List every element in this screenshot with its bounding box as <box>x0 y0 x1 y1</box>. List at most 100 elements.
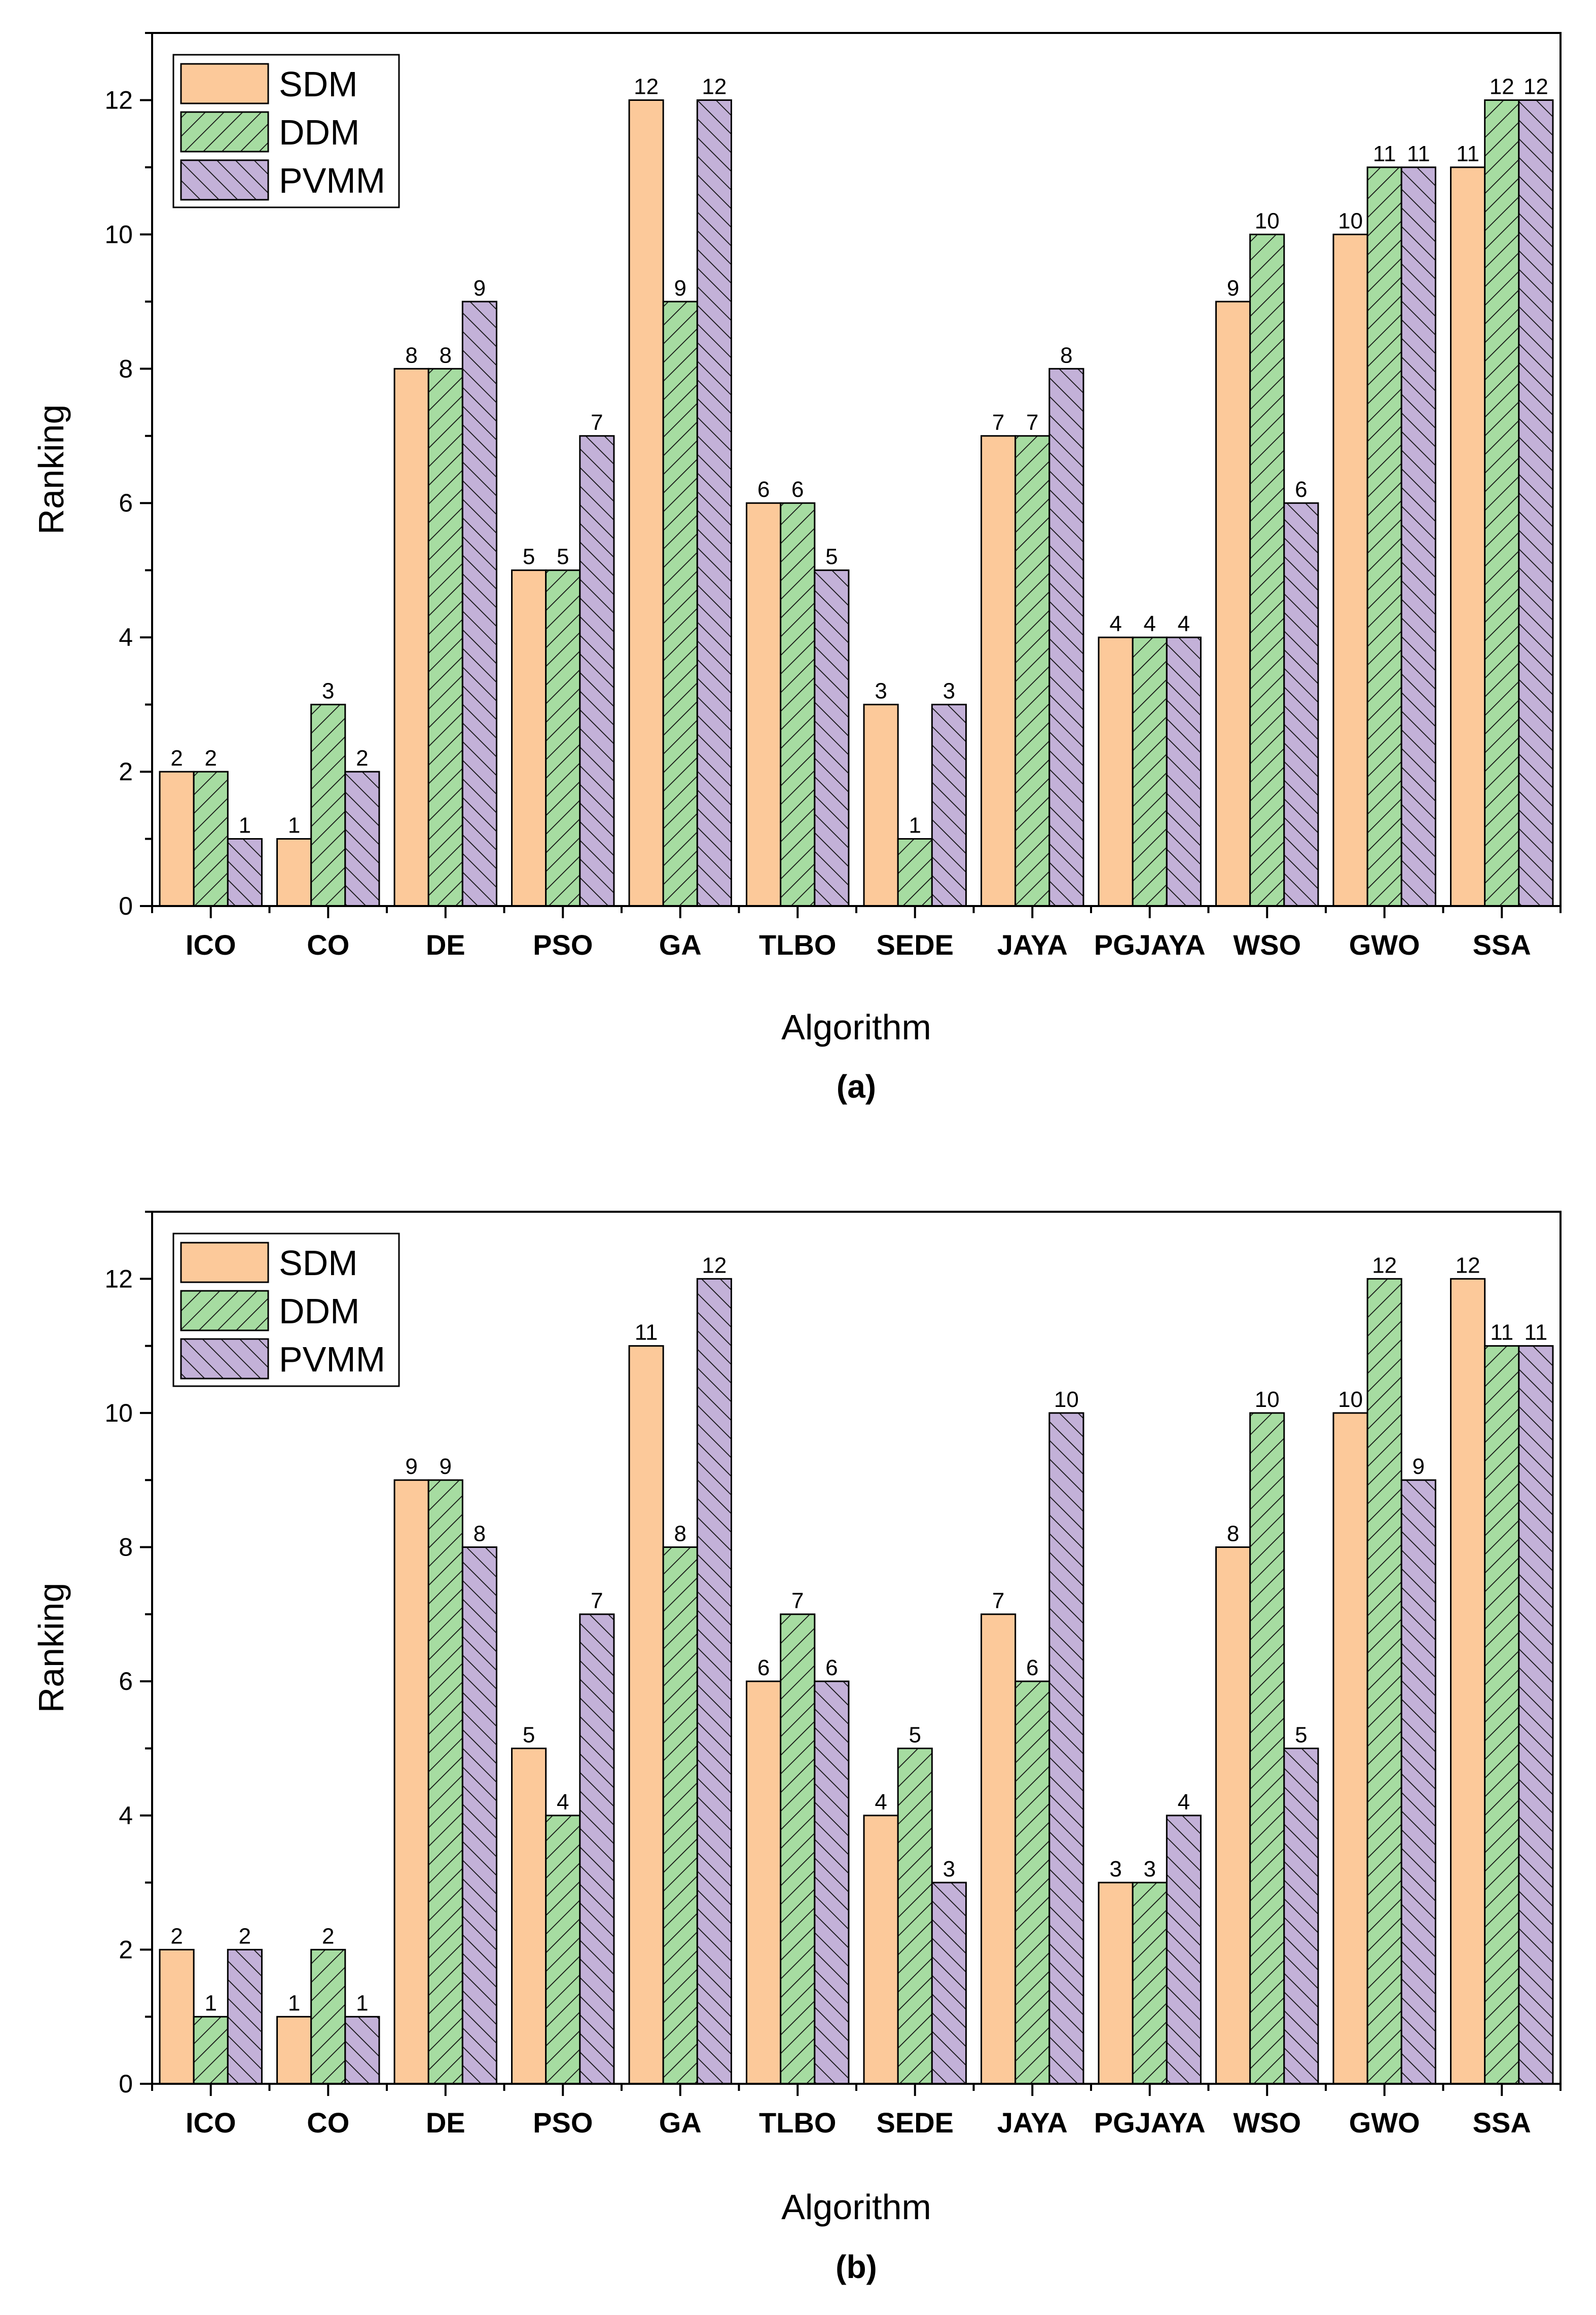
x-tick-label-sede: SEDE <box>877 929 954 961</box>
x-tick-label-de: DE <box>426 2107 465 2139</box>
bar-pvmm-sede <box>931 1882 967 2085</box>
data-label-sdm-tlbo: 6 <box>757 1655 770 1680</box>
bar-ddm-wso <box>1249 233 1285 907</box>
y-axis-title: Ranking <box>31 405 71 535</box>
data-label-pvmm-ga: 12 <box>702 74 727 99</box>
data-label-pvmm-tlbo: 6 <box>825 1655 838 1680</box>
data-label-ddm-pso: 5 <box>557 545 569 569</box>
data-label-sdm-co: 1 <box>288 813 300 838</box>
data-label-sdm-pso: 5 <box>523 545 535 569</box>
bar-pvmm-de <box>461 1546 497 2085</box>
x-tick-label-ico: ICO <box>186 2107 236 2139</box>
data-label-pvmm-gwo: 11 <box>1407 141 1430 166</box>
bar-ddm-sede <box>897 838 933 907</box>
legend-label-ddm: DDM <box>279 113 359 152</box>
data-label-sdm-co: 1 <box>288 1991 300 2016</box>
data-label-pvmm-ssa: 12 <box>1524 74 1548 99</box>
legend-label-pvmm: PVMM <box>279 1340 385 1379</box>
data-label-sdm-de: 9 <box>405 1454 417 1479</box>
data-label-pvmm-ga: 12 <box>702 1253 727 1278</box>
data-label-ddm-de: 8 <box>440 343 452 368</box>
bar-sdm-pso <box>511 1747 547 2085</box>
bar-ddm-jaya <box>1014 435 1050 907</box>
y-tick-label: 8 <box>119 1533 133 1562</box>
bar-ddm-pgjaya <box>1132 636 1168 907</box>
bar-sdm-wso <box>1215 1546 1251 2085</box>
data-label-sdm-jaya: 7 <box>992 410 1004 435</box>
bar-ddm-ico <box>193 2016 229 2085</box>
bar-pvmm-ico <box>227 1948 263 2085</box>
bar-pvmm-co <box>344 2016 380 2085</box>
x-tick-label-pso: PSO <box>533 929 593 961</box>
panel-label: (b) <box>836 2249 877 2285</box>
bar-ddm-co <box>310 704 346 907</box>
legend-swatch-sdm <box>180 1242 269 1283</box>
bar-pvmm-pgjaya <box>1166 1815 1202 2085</box>
data-label-pvmm-de: 8 <box>474 1522 486 1546</box>
data-label-ddm-ico: 1 <box>205 1991 217 2016</box>
bar-pvmm-jaya <box>1048 368 1084 907</box>
bar-ddm-gwo <box>1366 1278 1402 2085</box>
x-tick-label-jaya: JAYA <box>997 2107 1068 2139</box>
x-axis-title: Algorithm <box>781 2187 931 2227</box>
data-label-pvmm-jaya: 10 <box>1054 1387 1079 1412</box>
bar-ddm-wso <box>1249 1412 1285 2085</box>
data-label-sdm-wso: 9 <box>1227 276 1239 301</box>
legend-label-pvmm: PVMM <box>279 161 385 200</box>
data-label-sdm-ico: 2 <box>170 1924 183 1948</box>
bar-ddm-co <box>310 1948 346 2085</box>
data-label-sdm-tlbo: 6 <box>757 477 770 502</box>
data-label-pvmm-pso: 7 <box>591 1588 603 1613</box>
bar-sdm-ga <box>628 1345 664 2085</box>
x-tick-label-ico: ICO <box>186 929 236 961</box>
data-label-ddm-de: 9 <box>440 1454 452 1479</box>
y-tick-label: 2 <box>119 757 133 786</box>
data-label-ddm-sede: 5 <box>909 1722 921 1747</box>
x-tick-label-ssa: SSA <box>1473 929 1531 961</box>
bar-sdm-co <box>276 838 312 907</box>
legend-swatch-pvmm <box>180 1338 269 1380</box>
bar-pvmm-tlbo <box>814 569 850 907</box>
bar-ddm-ssa <box>1484 1345 1520 2085</box>
data-label-ddm-wso: 10 <box>1255 1387 1280 1412</box>
data-label-sdm-ico: 2 <box>170 746 183 771</box>
bar-pvmm-co <box>344 771 380 907</box>
data-label-ddm-co: 3 <box>322 679 334 704</box>
data-label-ddm-sede: 1 <box>909 813 921 838</box>
bar-ddm-de <box>427 1479 463 2085</box>
y-tick-label: 10 <box>104 1399 133 1427</box>
x-tick-label-sede: SEDE <box>877 2107 954 2139</box>
bar-pvmm-pso <box>579 435 615 907</box>
data-label-pvmm-tlbo: 5 <box>825 545 838 569</box>
data-label-ddm-ssa: 12 <box>1490 74 1514 99</box>
bar-ddm-pso <box>545 569 581 907</box>
data-label-ddm-tlbo: 7 <box>791 1588 804 1613</box>
data-label-ddm-pso: 4 <box>557 1790 569 1815</box>
x-tick-label-pso: PSO <box>533 2107 593 2139</box>
data-label-ddm-co: 2 <box>322 1924 334 1948</box>
bar-sdm-jaya <box>981 1613 1017 2085</box>
data-label-ddm-jaya: 7 <box>1026 410 1038 435</box>
data-label-sdm-ga: 11 <box>635 1320 658 1345</box>
data-label-ddm-jaya: 6 <box>1026 1655 1038 1680</box>
x-tick-label-de: DE <box>426 929 465 961</box>
bar-sdm-ssa <box>1450 1278 1486 2085</box>
bar-pvmm-pso <box>579 1613 615 2085</box>
bar-sdm-tlbo <box>746 1680 782 2085</box>
bar-ddm-ico <box>193 771 229 907</box>
bar-ddm-jaya <box>1014 1680 1050 2085</box>
data-label-sdm-ga: 12 <box>634 74 659 99</box>
data-label-ddm-pgjaya: 4 <box>1144 611 1156 636</box>
data-label-ddm-ssa: 11 <box>1490 1320 1513 1345</box>
x-tick-label-co: CO <box>307 2107 349 2139</box>
bar-pvmm-pgjaya <box>1166 636 1202 907</box>
data-label-sdm-pso: 5 <box>523 1722 535 1747</box>
data-label-sdm-ssa: 11 <box>1456 141 1479 166</box>
bar-pvmm-sede <box>931 704 967 907</box>
bar-pvmm-jaya <box>1048 1412 1084 2085</box>
data-label-ddm-ico: 2 <box>205 746 217 771</box>
bar-sdm-ico <box>159 1948 195 2085</box>
data-label-pvmm-wso: 6 <box>1295 477 1307 502</box>
bar-sdm-de <box>393 1479 429 2085</box>
